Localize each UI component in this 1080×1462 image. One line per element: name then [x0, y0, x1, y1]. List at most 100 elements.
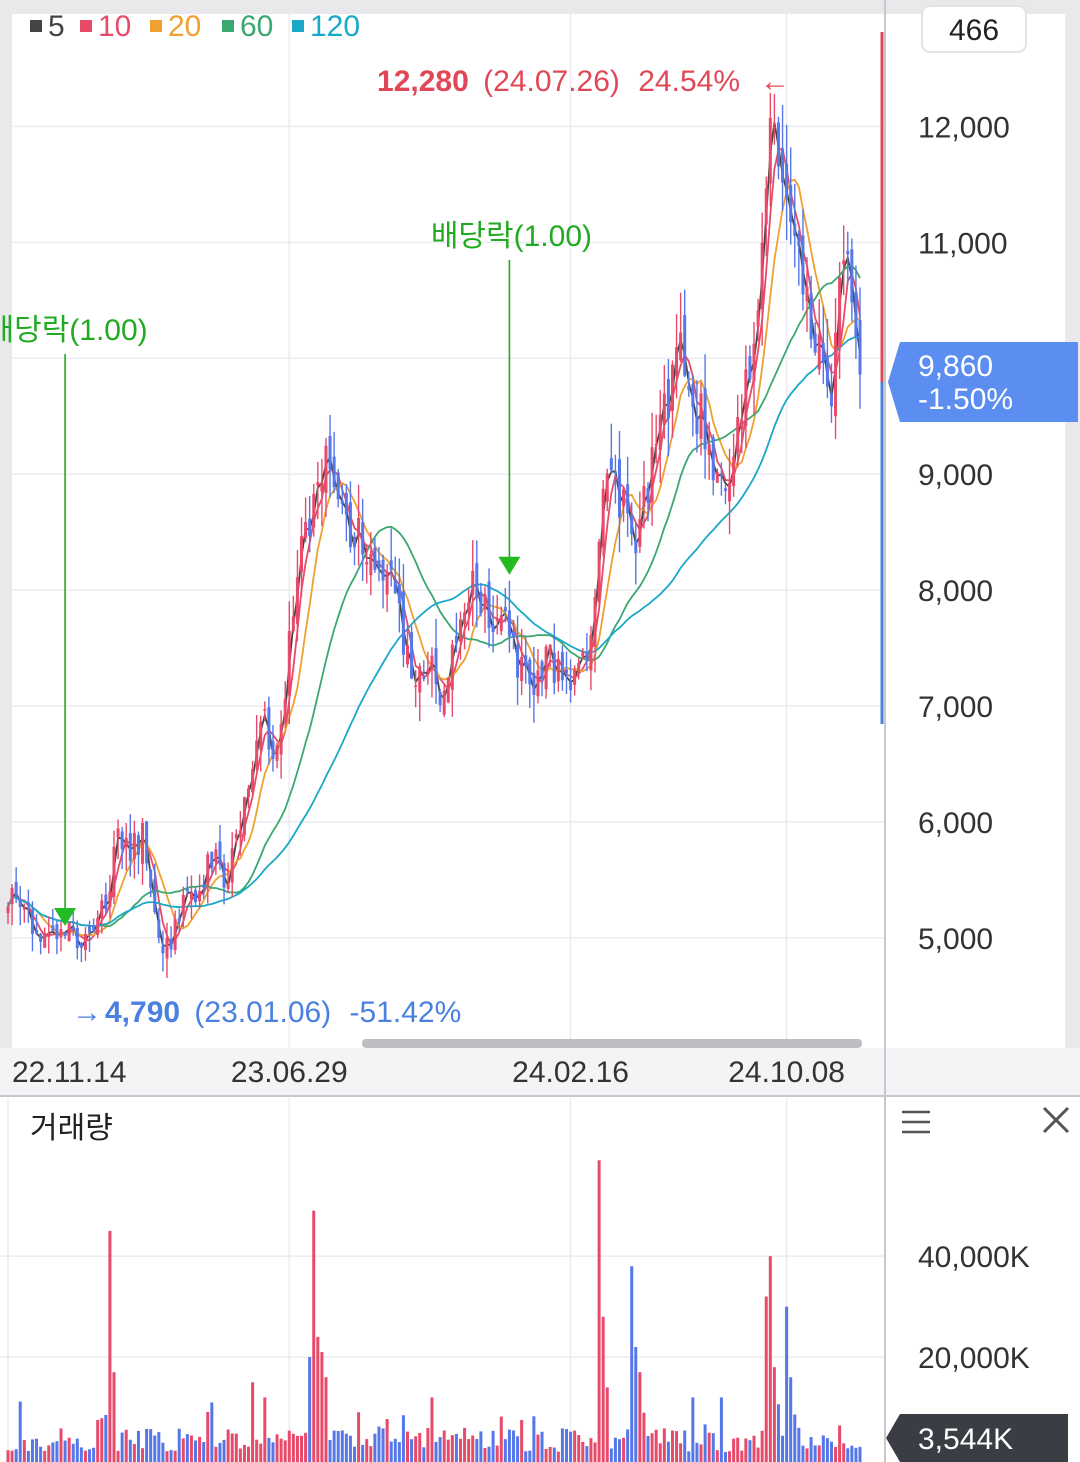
candle-body: [128, 833, 132, 861]
volume-bar: [132, 1444, 136, 1462]
volume-bar: [536, 1434, 540, 1462]
candle-body: [194, 889, 198, 903]
candle-body: [516, 644, 520, 678]
volume-bar: [71, 1443, 75, 1462]
candle-body: [308, 518, 312, 536]
volume-bar: [377, 1426, 381, 1462]
volume-bar: [422, 1447, 426, 1462]
volume-bar: [846, 1448, 850, 1462]
volume-bar: [809, 1437, 813, 1462]
volume-bar: [316, 1336, 320, 1462]
volume-bar: [169, 1450, 173, 1462]
price-tick-label: 11,000: [918, 227, 1008, 260]
candle-body: [30, 909, 34, 934]
candle-body: [813, 333, 817, 353]
candle-body: [430, 655, 434, 669]
candle-body: [691, 384, 695, 408]
candle-body: [153, 879, 157, 913]
price-tick-label: 12,000: [918, 111, 1010, 144]
volume-bar: [797, 1427, 801, 1462]
price-tick-label: 8,000: [918, 575, 993, 608]
candle-body: [593, 597, 597, 647]
candle-body: [157, 919, 161, 938]
horizontal-scrollbar[interactable]: [362, 1039, 862, 1048]
volume-bar: [10, 1450, 14, 1462]
candle-body: [206, 854, 210, 886]
volume-bar: [157, 1432, 161, 1462]
candle-body: [381, 559, 385, 581]
volume-bar: [564, 1429, 568, 1462]
candle-body: [214, 849, 218, 863]
candle-body: [715, 472, 719, 483]
volume-bar: [381, 1428, 385, 1462]
candle-body: [47, 933, 51, 937]
candle-body: [801, 235, 805, 295]
dividend-label: 배당락(1.00): [431, 220, 592, 253]
volume-bar: [764, 1296, 768, 1462]
candle-body: [846, 250, 850, 255]
candle-body: [247, 788, 251, 798]
candle-body: [475, 563, 479, 598]
legend-label: 20: [168, 10, 201, 43]
volume-bar: [748, 1440, 752, 1462]
candle-body: [825, 355, 829, 387]
candle-body: [96, 917, 100, 935]
volume-bar: [573, 1430, 577, 1462]
candle-body: [222, 863, 226, 888]
candle-body: [234, 833, 238, 839]
candle-body: [18, 898, 22, 907]
candle-body: [850, 249, 854, 303]
volume-bar: [255, 1439, 259, 1462]
ma-20-line: [7, 178, 861, 937]
candle-body: [418, 666, 422, 693]
high-annotation: 12,280 (24.07.26) 24.54%: [377, 65, 740, 98]
close-icon[interactable]: [1042, 1106, 1070, 1134]
dividend-arrow: [54, 907, 77, 926]
candle-body: [609, 458, 613, 471]
price-axis-labels: 5,000 6,000 7,000 8,000 9,000 11,000 12,000: [918, 111, 1010, 955]
candle-body: [434, 648, 438, 685]
volume-bar: [22, 1440, 26, 1462]
candle-body: [858, 319, 862, 375]
volume-bar: [230, 1433, 234, 1462]
candle-body: [344, 492, 348, 515]
candle-body: [348, 502, 352, 548]
candle-body: [834, 332, 838, 417]
counter-badge[interactable]: [921, 5, 1027, 53]
volume-bar: [467, 1439, 471, 1462]
current-price-value: 9,860: [918, 350, 993, 383]
volume-bar: [361, 1444, 365, 1462]
candle-body: [699, 393, 703, 439]
candle-body: [703, 388, 707, 450]
candle-body: [442, 690, 446, 715]
candle-body: [218, 841, 222, 865]
volume-bar: [18, 1401, 22, 1462]
volume-bar: [756, 1447, 760, 1462]
candle-body: [736, 417, 740, 453]
volume-bar: [479, 1431, 483, 1462]
candle-body: [202, 884, 206, 888]
volume-title: 거래량: [30, 1112, 113, 1145]
candle-body: [577, 663, 581, 671]
volume-bar: [267, 1437, 271, 1462]
candle-body: [666, 379, 670, 419]
candle-body: [226, 883, 230, 889]
candle-body: [116, 828, 120, 838]
volume-bar: [324, 1377, 328, 1462]
volume-bar: [67, 1437, 71, 1462]
volume-bar: [43, 1450, 47, 1462]
candle-body: [136, 835, 140, 855]
volume-bar: [100, 1418, 104, 1462]
volume-bar: [577, 1435, 581, 1462]
hamburger-icon[interactable]: [902, 1110, 930, 1134]
candle-body: [781, 148, 785, 183]
volume-bar: [463, 1427, 467, 1462]
volume-bar: [51, 1442, 55, 1462]
candle-body: [748, 356, 752, 380]
candle-body: [536, 670, 540, 697]
candle-body: [630, 514, 634, 535]
volume-bar: [234, 1433, 238, 1462]
volume-bar: [271, 1442, 275, 1462]
volume-bar: [63, 1440, 67, 1462]
